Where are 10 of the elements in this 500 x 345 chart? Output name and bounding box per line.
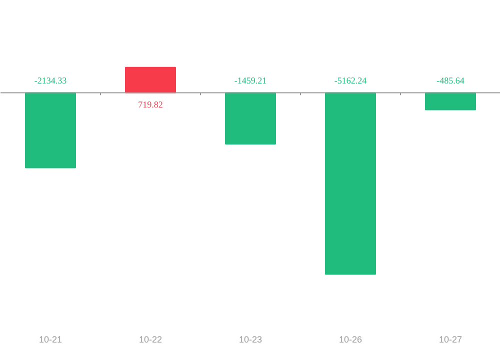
data-label: -485.64 xyxy=(436,76,465,86)
x-tick-label: 10-21 xyxy=(38,334,62,344)
x-tick-label: 10-26 xyxy=(338,334,362,344)
data-label: -2134.33 xyxy=(34,76,68,86)
x-tick-label: 10-22 xyxy=(138,334,162,344)
data-label: -5162.24 xyxy=(334,76,368,86)
x-tick-label: 10-27 xyxy=(438,334,462,344)
data-label: 719.82 xyxy=(138,100,163,110)
x-tick-label: 10-23 xyxy=(238,334,262,344)
data-label: -1459.21 xyxy=(234,76,267,86)
